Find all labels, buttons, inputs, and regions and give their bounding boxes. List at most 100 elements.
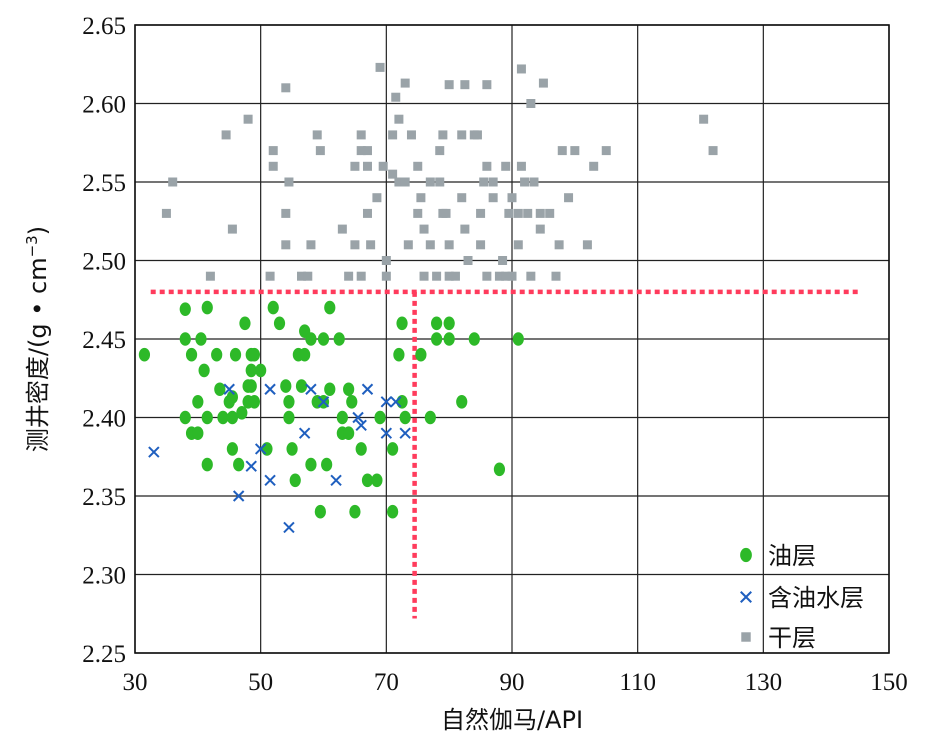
oil-water-layer-point-stroke: [355, 419, 367, 432]
dry-layer-point: [281, 208, 291, 218]
oil-layer-point: [286, 442, 298, 456]
dry-layer-point: [400, 78, 410, 88]
dry-layer-point: [589, 161, 599, 171]
dry-layer-point: [221, 130, 231, 140]
x-axis-ticks: 30 50 70 90 110 130 150: [123, 669, 908, 696]
oil-water-layer-point-stroke: [317, 396, 330, 408]
dry-layer-point: [501, 271, 511, 281]
y-tick-label: 2.30: [82, 563, 126, 590]
dry-layer-point: [516, 161, 526, 171]
oil-layer-point: [198, 363, 210, 378]
oil-layer-point: [493, 462, 506, 477]
dry-layer-point: [444, 271, 454, 281]
legend-marker: [740, 547, 752, 563]
dry-layer-point: [457, 130, 467, 140]
dry-layer-point: [435, 177, 445, 187]
dry-layer-point: [362, 161, 372, 171]
oil-layer-point: [295, 379, 308, 393]
oil-layer-point: [324, 382, 336, 397]
dry-layer-point: [356, 271, 366, 281]
dry-layer-point: [444, 240, 454, 250]
dry-layer-point: [529, 177, 539, 187]
oil-layer-point: [236, 405, 248, 420]
dry-layer-point: [378, 161, 388, 171]
oil-water-layer-point: [283, 521, 295, 534]
dry-layer-point: [419, 224, 429, 234]
y-tick-label: 2.65: [82, 13, 126, 40]
oil-water-layer-point-stroke: [264, 474, 276, 487]
dry-layer-point: [535, 208, 545, 218]
oil-layer-point: [456, 395, 468, 409]
dry-layer-point: [265, 271, 275, 281]
legend-label: 含油水层: [768, 584, 864, 612]
dry-layer-point: [284, 177, 294, 187]
oil-water-layer-point: [361, 383, 374, 395]
oil-water-layer-point: [355, 419, 367, 432]
oil-water-layer-point: [245, 460, 257, 472]
oil-layer-point: [431, 316, 443, 331]
dry-layer-point: [482, 271, 492, 281]
y-tick-label: 2.55: [82, 170, 126, 197]
dry-layer-point: [312, 130, 322, 140]
dry-layer-point: [501, 161, 511, 171]
x-axis-title: 自然伽马/API: [441, 706, 583, 734]
oil-layer-point: [273, 316, 286, 331]
dry-layer-point: [557, 146, 567, 156]
dry-layer-point: [564, 193, 574, 203]
oil-layer-point: [192, 395, 204, 409]
dry-layer-point: [472, 130, 482, 140]
dry-layer-point: [538, 78, 548, 88]
data-points: [138, 62, 718, 534]
oil-layer-point: [399, 410, 411, 425]
dry-layer-point: [366, 240, 376, 250]
y-tick-label: 2.50: [82, 249, 126, 276]
x-tick-label: 90: [500, 669, 525, 696]
dry-layer-point: [425, 177, 435, 187]
dry-layer-point: [362, 146, 372, 156]
oil-water-layer-point-stroke: [399, 427, 411, 439]
dry-layer-point: [523, 208, 533, 218]
oil-water-layer-point: [390, 396, 402, 408]
oil-layer-point: [299, 347, 311, 362]
x-tick-label: 110: [619, 669, 656, 696]
oil-layer-point: [245, 379, 257, 393]
dry-layer-point: [488, 177, 498, 187]
oil-layer-point: [138, 347, 151, 362]
dry-layer-point: [494, 271, 504, 281]
dry-layer-point: [551, 271, 561, 281]
dry-layer-point: [281, 83, 291, 93]
oil-layer-point: [229, 347, 242, 362]
oil-layer-point: [211, 347, 223, 362]
dry-layer-point: [375, 62, 385, 72]
dry-layer-point: [406, 130, 416, 140]
y-axis-title-superscript: −3: [23, 235, 41, 257]
oil-layer-point: [233, 457, 245, 472]
oil-water-layer-point: [264, 474, 276, 487]
dry-layer-point: [488, 193, 498, 203]
oil-layer-point: [201, 457, 213, 472]
oil-layer-point: [374, 410, 386, 425]
oil-layer-point: [314, 504, 326, 519]
oil-water-layer-point-stroke: [283, 521, 295, 534]
oil-layer-point: [226, 410, 238, 425]
dry-layer-point: [513, 240, 523, 250]
x-tick-label: 130: [745, 669, 783, 696]
oil-layer-point: [305, 332, 317, 346]
dry-layer-point: [438, 130, 448, 140]
oil-water-layer-point-stroke: [232, 490, 245, 502]
oil-layer-point: [283, 395, 295, 409]
dry-layer-point: [479, 177, 489, 187]
dry-layer-point: [526, 271, 536, 281]
oil-layer-point: [245, 363, 257, 378]
dry-layer-point: [526, 99, 536, 108]
dry-layer-point: [306, 240, 316, 250]
oil-layer-point: [280, 379, 292, 393]
cutoff-lines: [150, 289, 861, 619]
oil-water-layer-point-stroke: [254, 443, 267, 455]
oil-water-layer-point: [264, 383, 276, 395]
dry-layer-point: [476, 208, 486, 218]
oil-water-layer-point-stroke: [264, 383, 276, 395]
legend-marker: [740, 591, 752, 603]
oil-layer-point: [431, 332, 443, 346]
dry-layer-point: [303, 271, 313, 281]
